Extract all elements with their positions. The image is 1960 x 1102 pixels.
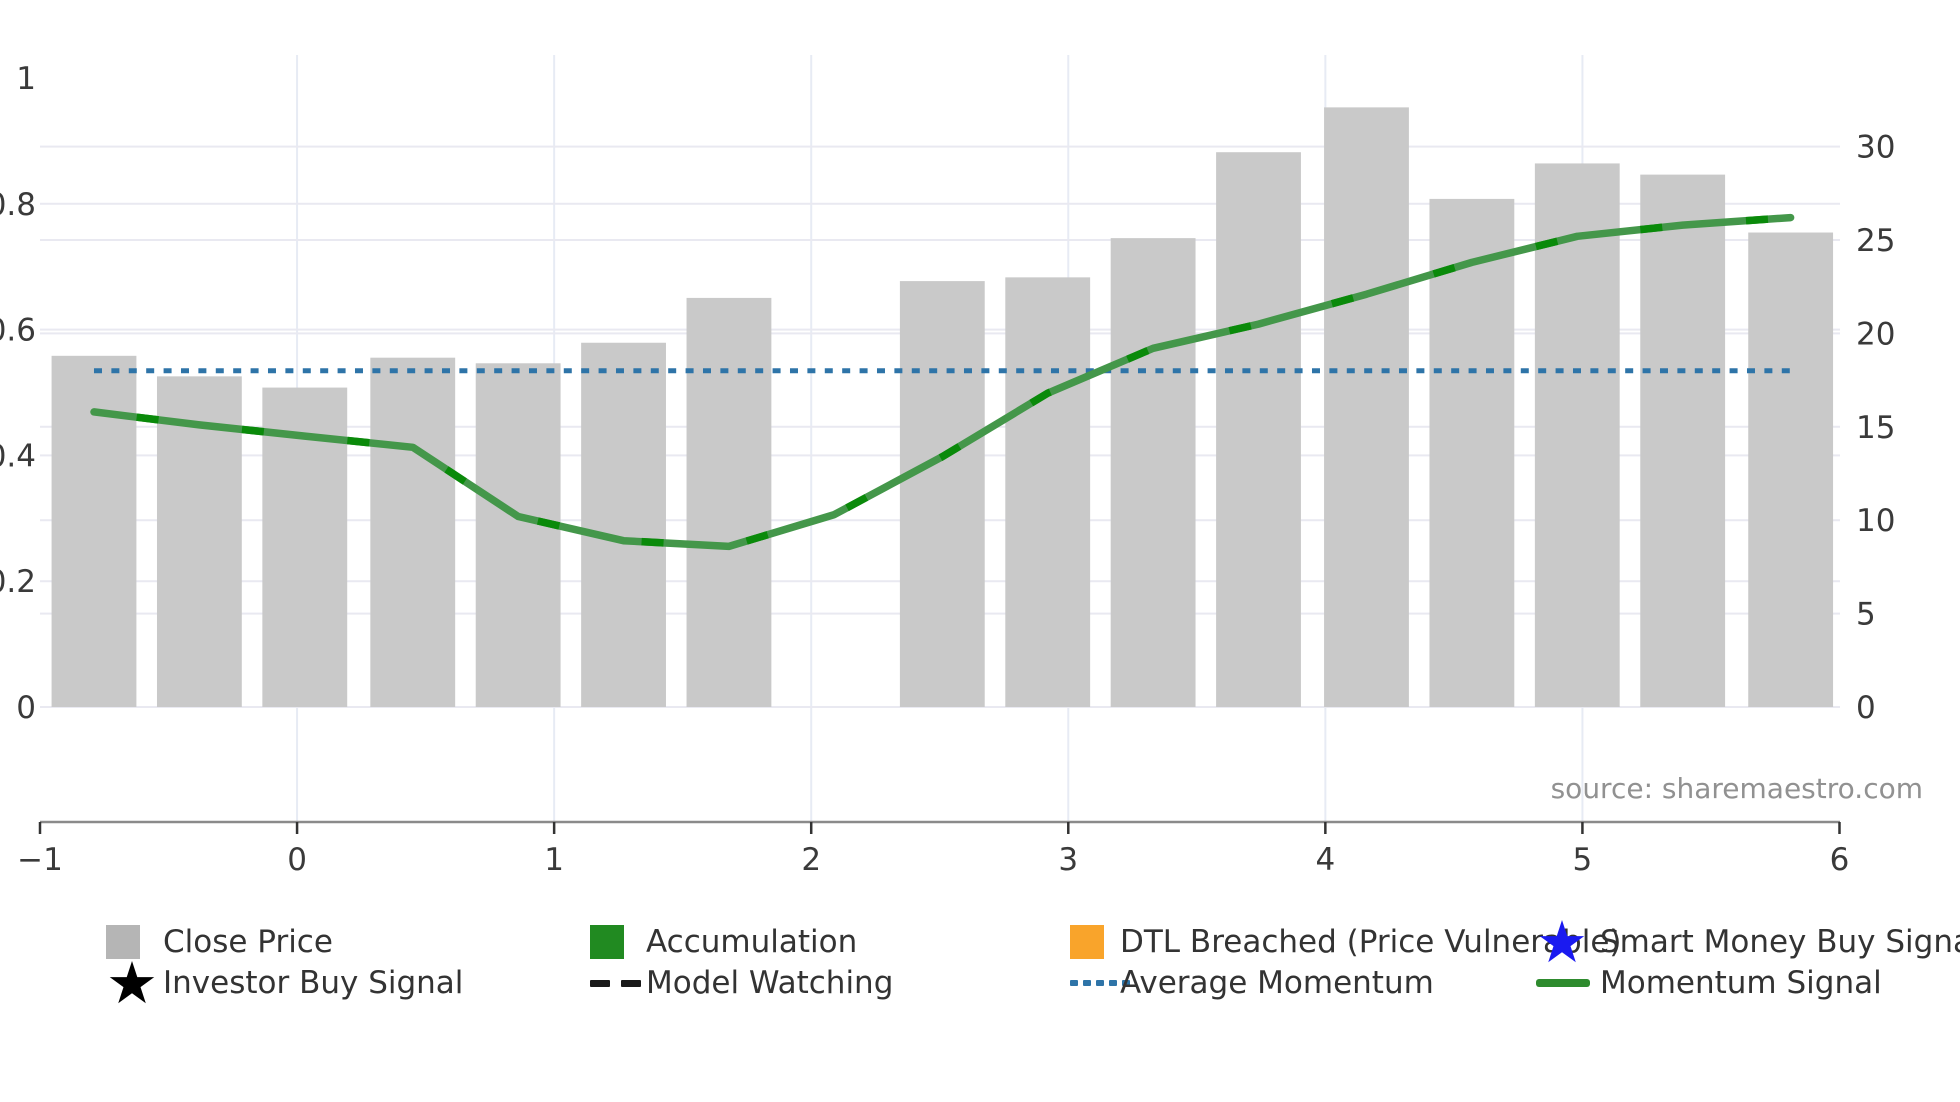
close-price-bar	[1324, 107, 1409, 707]
legend-item-accumulation: Accumulation	[590, 919, 857, 965]
close-price-bar	[899, 281, 985, 707]
legend-label: Average Momentum	[1120, 965, 1434, 1001]
close-price-bar	[1429, 198, 1515, 708]
right-tick-label: 5	[1856, 597, 1876, 633]
x-tick-label: 5	[1573, 842, 1593, 878]
legend-label: Smart Money Buy Signal	[1600, 924, 1960, 960]
legend-item-smart-money: ★ Smart Money Buy Signal	[1536, 908, 1960, 976]
source-note: source: sharemaestro.com	[1550, 772, 1923, 805]
close-price-bar	[475, 363, 561, 707]
right-tick-label: 15	[1856, 410, 1895, 446]
legend-item-dtl-breached: DTL Breached (Price Vulnerable)	[1070, 919, 1621, 965]
x-tick-label: 3	[1058, 842, 1078, 878]
close-price-bar	[1534, 163, 1620, 708]
legend-item-close-price: Close Price	[106, 919, 333, 965]
close-price-bar	[370, 357, 456, 707]
x-tick-label: 0	[287, 842, 307, 878]
right-tick-label: 20	[1856, 316, 1895, 352]
momentum-line-icon	[1536, 979, 1590, 987]
legend-label: Investor Buy Signal	[163, 965, 464, 1001]
close-price-swatch-icon	[106, 925, 140, 959]
close-price-bar	[1005, 277, 1091, 707]
left-tick-label: 0.2	[0, 564, 36, 600]
x-tick-label: 1	[544, 842, 564, 878]
accumulation-swatch-icon	[590, 925, 624, 959]
legend-item-model-watching: Model Watching	[590, 960, 893, 1006]
close-price-bar	[1216, 152, 1301, 708]
x-tick-label: 2	[801, 842, 821, 878]
close-price-bar	[1640, 174, 1726, 707]
legend-item-investor-buy: ★ Investor Buy Signal	[106, 949, 464, 1017]
model-watching-dash-icon	[590, 979, 641, 987]
legend-label: Momentum Signal	[1600, 965, 1882, 1001]
investor-star-icon: ★	[106, 949, 158, 1017]
legend-label: Close Price	[163, 924, 333, 960]
close-price-bar	[686, 297, 772, 707]
left-tick-label: 0.8	[0, 187, 36, 223]
accumulation-line-overlay	[93, 213, 1791, 551]
close-price-bar	[1110, 238, 1196, 707]
legend-item-average-momentum: Average Momentum	[1070, 960, 1434, 1006]
x-tick-label: 4	[1315, 842, 1335, 878]
momentum-chart: −1 0 1 2 3 4 5 6 1 0.8 0.6 0.4 0.2 0 30 25 20 15 10 5 0	[0, 55, 1895, 878]
legend-label: Model Watching	[646, 965, 894, 1001]
right-tick-label: 30	[1856, 130, 1895, 166]
legend-label: DTL Breached (Price Vulnerable)	[1120, 924, 1622, 960]
legend-item-momentum-signal: Momentum Signal	[1536, 960, 1882, 1006]
smart-money-star-icon: ★	[1536, 908, 1588, 976]
right-tick-label: 0	[1856, 690, 1876, 726]
dtl-breached-swatch-icon	[1070, 925, 1104, 959]
close-price-bar	[581, 342, 666, 707]
right-tick-label: 10	[1856, 503, 1895, 539]
x-tick-label: −1	[17, 842, 63, 878]
average-momentum-dots-icon	[1070, 980, 1130, 986]
legend-label: Accumulation	[646, 924, 858, 960]
left-tick-label: 0.4	[0, 438, 36, 474]
close-price-bar	[1748, 232, 1834, 707]
x-tick-label: 6	[1830, 842, 1850, 878]
left-tick-label: 0	[16, 690, 36, 726]
right-tick-label: 25	[1856, 223, 1895, 259]
left-tick-label: 1	[16, 61, 36, 97]
left-tick-label: 0.6	[0, 313, 36, 349]
